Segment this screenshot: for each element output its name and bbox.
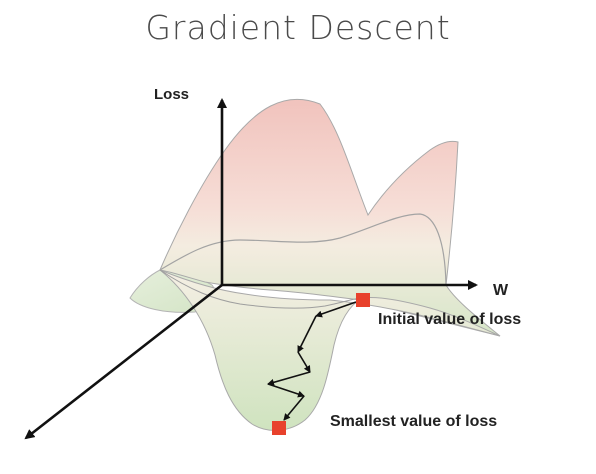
descent-step	[267, 371, 311, 386]
smallest-loss-label: Smallest value of loss	[330, 413, 498, 430]
loss-surface-valley	[159, 269, 501, 431]
diagram-title: Gradient Descent	[145, 8, 451, 47]
loss-surface-back	[159, 98, 501, 337]
smallest-loss-marker	[272, 421, 286, 435]
loss-axis-label: Loss	[154, 86, 190, 103]
w-axis-label: W	[493, 282, 509, 299]
depth-axis	[24, 283, 223, 440]
descent-step	[283, 395, 305, 421]
initial-loss-label: Initial value of loss	[378, 311, 522, 328]
loss-surface-contour	[159, 213, 447, 286]
descent-step	[267, 383, 305, 398]
loss-surface-rim	[159, 269, 363, 309]
descent-step	[297, 315, 317, 353]
descent-step	[315, 301, 357, 318]
descent-step	[297, 351, 311, 373]
initial-loss-marker	[356, 293, 370, 307]
descent-path	[267, 301, 357, 421]
